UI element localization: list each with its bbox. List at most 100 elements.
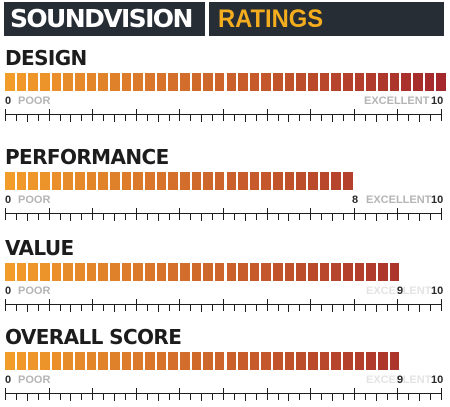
rating-bar-segment: [109, 352, 120, 370]
scale-tick: [354, 299, 355, 311]
rating-bar-segment: [354, 352, 365, 370]
scale-tick: [179, 109, 180, 121]
rating-bar-segment: [378, 73, 388, 91]
rating-bar-segment: [436, 73, 446, 91]
rating-bar-segment: [5, 73, 15, 91]
rating-bar-segment: [5, 172, 15, 190]
rating-bar-segment: [51, 73, 62, 91]
scale-tick: [223, 208, 224, 220]
scale-tick: [27, 114, 28, 122]
rating-bar-segment: [39, 172, 50, 190]
rating-bar-segment: [28, 352, 38, 370]
score-label: 9: [397, 285, 404, 297]
excellent-label: EXCELLENT: [366, 285, 432, 297]
scale-tick: [81, 115, 82, 121]
scale-tick: [5, 208, 6, 220]
scale-tick: [343, 394, 344, 400]
scale-tick: [169, 394, 170, 400]
rating-bar-segment: [16, 73, 27, 91]
rating-bar-segment: [109, 73, 120, 91]
rating-title: VALUE: [5, 236, 74, 260]
rating-bar-segment: [308, 73, 318, 91]
ratings-header: SOUNDVISION RATINGS: [4, 2, 444, 36]
scale-tick: [321, 305, 322, 311]
scale-tick: [332, 393, 333, 401]
scale-tick: [201, 213, 202, 221]
scale-tick: [212, 394, 213, 400]
rating-bar-segment: [63, 352, 73, 370]
scale-tick: [201, 393, 202, 401]
rating-bar-segment: [168, 73, 178, 91]
scale-tick: [245, 393, 246, 401]
scale-tick: [332, 114, 333, 122]
rating-bar-segment: [308, 352, 318, 370]
scale-tick: [201, 114, 202, 122]
rating-bar-segment: [98, 172, 108, 190]
rating-bar-segment: [284, 352, 295, 370]
scale-tick: [430, 115, 431, 121]
scale-tick: [27, 304, 28, 312]
rating-bar-segment: [424, 73, 435, 91]
rating-bar-segment: [51, 352, 62, 370]
rating-bar-segment: [308, 263, 318, 281]
scale-tick: [5, 109, 6, 121]
rating-bar-segment: [16, 172, 27, 190]
scale-tick: [397, 109, 398, 121]
rating-bar-segment: [5, 263, 15, 281]
scale-tick: [114, 304, 115, 312]
scale-tick: [343, 214, 344, 220]
scale-tick: [267, 109, 268, 121]
rating-bar-segment: [319, 263, 330, 281]
scale-tick: [27, 213, 28, 221]
scale-tick: [310, 109, 311, 121]
scale-tick: [114, 114, 115, 122]
scale-tick: [49, 388, 50, 400]
excellent-label: EXCELLENT: [364, 95, 430, 107]
rating-scale: [5, 388, 442, 401]
rating-bar-segment: [273, 263, 283, 281]
scale-tick: [256, 115, 257, 121]
scale-tick: [190, 394, 191, 400]
scale-tick: [158, 213, 159, 221]
rating-bar-segment: [98, 73, 108, 91]
scale-tick: [441, 299, 442, 311]
scale-tick: [147, 115, 148, 121]
rating-bar-segment: [179, 172, 190, 190]
scale-tick: [136, 388, 137, 400]
rating-bar-segment: [226, 263, 237, 281]
scale-tick: [408, 214, 409, 220]
scale-tick: [365, 214, 366, 220]
rating-bar-segment: [28, 73, 38, 91]
scale-tick: [299, 305, 300, 311]
scale-tick: [397, 208, 398, 220]
scale-tick: [92, 208, 93, 220]
scale-tick: [408, 115, 409, 121]
excellent-label: EXCELLENT: [366, 194, 432, 206]
rating-bar-segment: [203, 352, 213, 370]
rating-bar-segment: [168, 263, 178, 281]
scale-tick: [419, 393, 420, 401]
scale-tick: [103, 305, 104, 311]
rating-bar-segment: [121, 263, 132, 281]
scale-tick: [376, 304, 377, 312]
rating-scale: [5, 208, 442, 221]
rating-bar-segment: [343, 172, 353, 190]
scale-tick: [430, 394, 431, 400]
scale-tick: [81, 214, 82, 220]
scale-tick: [441, 208, 442, 220]
scale-tick: [92, 109, 93, 121]
scale-tick: [38, 305, 39, 311]
rating-bar-segment: [191, 263, 202, 281]
rating-bar-segment: [109, 172, 120, 190]
rating-bar-segment: [74, 263, 85, 281]
scale-tick: [212, 214, 213, 220]
rating-bar-segment: [331, 263, 342, 281]
rating-bar-segment: [238, 263, 248, 281]
rating-bar-segment: [86, 73, 97, 91]
scale-tick: [397, 299, 398, 311]
rating-bar-segment: [389, 73, 400, 91]
rating-bar-segment: [238, 73, 248, 91]
scale-tick: [27, 393, 28, 401]
scale-tick: [92, 388, 93, 400]
scale-tick: [158, 393, 159, 401]
